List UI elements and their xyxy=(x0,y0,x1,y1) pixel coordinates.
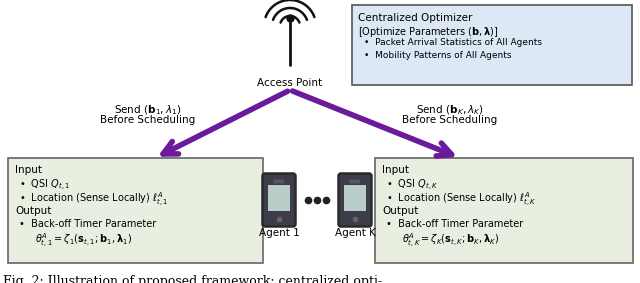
Text: Before Scheduling: Before Scheduling xyxy=(403,115,498,125)
FancyBboxPatch shape xyxy=(344,185,365,211)
Text: •  Location (Sense Locally) $\ell_{t,1}^{A}$: • Location (Sense Locally) $\ell_{t,1}^{… xyxy=(19,191,168,209)
FancyBboxPatch shape xyxy=(274,179,284,183)
Text: [Optimize Parameters ($\mathbf{b}, \boldsymbol{\lambda}$)]: [Optimize Parameters ($\mathbf{b}, \bold… xyxy=(358,25,499,39)
Text: $\theta_{t,K}^{A} = \zeta_K(\mathbf{s}_{t,K}; \mathbf{b}_K, \boldsymbol{\lambda}: $\theta_{t,K}^{A} = \zeta_K(\mathbf{s}_{… xyxy=(402,232,500,250)
Text: •  Mobility Patterns of All Agents: • Mobility Patterns of All Agents xyxy=(364,51,511,60)
FancyBboxPatch shape xyxy=(375,158,633,263)
Text: Fig. 2: Illustration of proposed framework: centralized opti-: Fig. 2: Illustration of proposed framewo… xyxy=(3,275,382,283)
Text: Agent K: Agent K xyxy=(335,228,376,238)
Text: Send ($\mathbf{b}_1, \lambda_1$): Send ($\mathbf{b}_1, \lambda_1$) xyxy=(115,103,182,117)
Text: •  Back-off Timer Parameter: • Back-off Timer Parameter xyxy=(19,219,156,229)
Text: •  Location (Sense Locally) $\ell_{t,K}^{A}$: • Location (Sense Locally) $\ell_{t,K}^{… xyxy=(386,191,537,209)
Text: Output: Output xyxy=(382,206,419,216)
FancyBboxPatch shape xyxy=(339,173,371,226)
Text: •  Back-off Timer Parameter: • Back-off Timer Parameter xyxy=(386,219,524,229)
Text: •  QSI $Q_{t,K}$: • QSI $Q_{t,K}$ xyxy=(386,178,438,193)
FancyBboxPatch shape xyxy=(349,179,360,183)
FancyBboxPatch shape xyxy=(352,5,632,85)
FancyBboxPatch shape xyxy=(268,185,289,211)
Text: $\theta_{t,1}^{A} = \zeta_1(\mathbf{s}_{t,1}; \mathbf{b}_1, \boldsymbol{\lambda}: $\theta_{t,1}^{A} = \zeta_1(\mathbf{s}_{… xyxy=(35,232,132,250)
Text: Before Scheduling: Before Scheduling xyxy=(100,115,196,125)
Text: Input: Input xyxy=(382,165,409,175)
Text: Agent 1: Agent 1 xyxy=(259,228,300,238)
Text: Centralized Optimizer: Centralized Optimizer xyxy=(358,13,472,23)
Text: Output: Output xyxy=(15,206,51,216)
Text: •  Packet Arrival Statistics of All Agents: • Packet Arrival Statistics of All Agent… xyxy=(364,38,542,47)
Text: •  QSI $Q_{t,1}$: • QSI $Q_{t,1}$ xyxy=(19,178,70,193)
FancyBboxPatch shape xyxy=(8,158,263,263)
FancyBboxPatch shape xyxy=(262,173,296,226)
Text: Input: Input xyxy=(15,165,42,175)
Text: Send ($\mathbf{b}_K, \lambda_K$): Send ($\mathbf{b}_K, \lambda_K$) xyxy=(416,103,484,117)
Text: Access Point: Access Point xyxy=(257,78,323,88)
